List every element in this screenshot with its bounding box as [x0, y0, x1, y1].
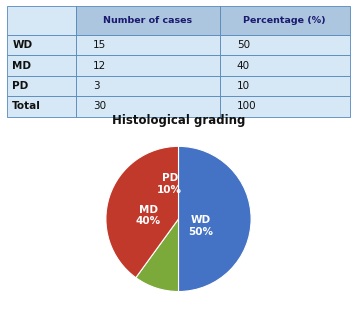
- Wedge shape: [178, 146, 251, 292]
- FancyBboxPatch shape: [76, 6, 220, 35]
- FancyBboxPatch shape: [7, 55, 76, 76]
- Text: 50: 50: [237, 40, 250, 50]
- Text: MD
40%: MD 40%: [135, 204, 161, 226]
- Text: 12: 12: [93, 61, 106, 70]
- Text: WD: WD: [12, 40, 32, 50]
- Text: MD: MD: [12, 61, 31, 70]
- Text: 40: 40: [237, 61, 250, 70]
- Wedge shape: [136, 219, 178, 292]
- FancyBboxPatch shape: [76, 96, 220, 117]
- Text: Number of cases: Number of cases: [103, 16, 192, 25]
- Text: 30: 30: [93, 101, 106, 111]
- FancyBboxPatch shape: [76, 55, 220, 76]
- FancyBboxPatch shape: [220, 55, 350, 76]
- Text: 10: 10: [237, 81, 250, 91]
- Text: 15: 15: [93, 40, 106, 50]
- FancyBboxPatch shape: [7, 96, 76, 117]
- FancyBboxPatch shape: [7, 6, 76, 35]
- FancyBboxPatch shape: [220, 96, 350, 117]
- Text: 100: 100: [237, 101, 256, 111]
- Text: WD
50%: WD 50%: [188, 216, 213, 237]
- FancyBboxPatch shape: [7, 35, 76, 55]
- FancyBboxPatch shape: [76, 76, 220, 96]
- Text: PD
10%: PD 10%: [157, 173, 182, 195]
- FancyBboxPatch shape: [220, 76, 350, 96]
- FancyBboxPatch shape: [76, 35, 220, 55]
- FancyBboxPatch shape: [220, 6, 350, 35]
- Text: Percentage (%): Percentage (%): [243, 16, 326, 25]
- FancyBboxPatch shape: [220, 35, 350, 55]
- Text: Total: Total: [12, 101, 41, 111]
- Wedge shape: [106, 146, 178, 278]
- Title: Histological grading: Histological grading: [112, 114, 245, 127]
- Text: 3: 3: [93, 81, 100, 91]
- Text: PD: PD: [12, 81, 29, 91]
- FancyBboxPatch shape: [7, 76, 76, 96]
